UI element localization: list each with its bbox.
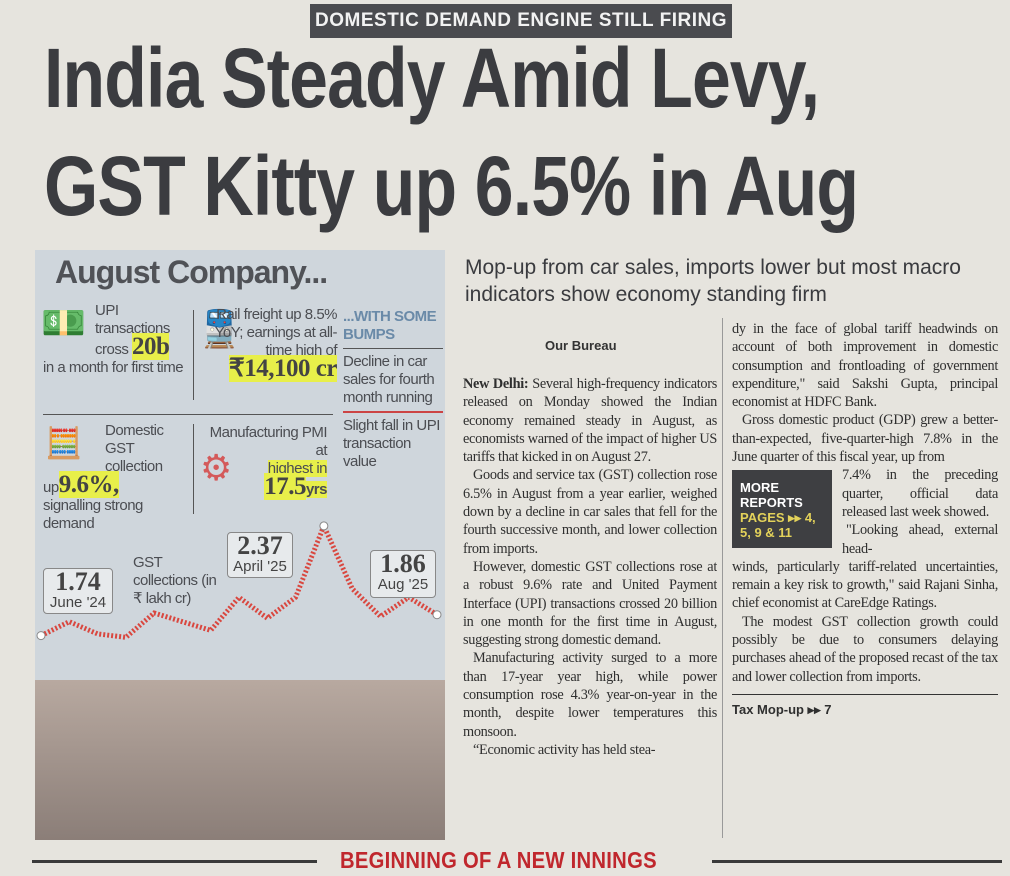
- more-reports-box: MORE REPORTS PAGES ▸▸ 4, 5, 9 & 11: [732, 470, 832, 549]
- bumps-title: ...WITH SOME BUMPS: [343, 308, 437, 343]
- train-icon: 🚆: [197, 308, 242, 349]
- rail-value: ₹14,100 cr: [228, 355, 338, 382]
- chart-title: GST collections (in ₹ lakh cr): [133, 554, 217, 607]
- headline-line-2: GST Kitty up 6.5% in Aug: [44, 139, 859, 233]
- divider: [193, 310, 194, 400]
- column-1: New Delhi: Several high-frequency indica…: [463, 375, 717, 759]
- divider: [43, 414, 333, 415]
- upi-value: 20b: [132, 333, 170, 360]
- label-aug-25: 1.86 Aug '25: [370, 550, 436, 598]
- deck: Mop-up from car sales, imports lower but…: [465, 256, 961, 306]
- infographic-title: August Company...: [55, 254, 328, 290]
- calculator-clock-photo: [35, 680, 445, 840]
- jump-link[interactable]: Tax Mop-up ▸▸ 7: [732, 693, 998, 719]
- data-point: [319, 521, 329, 531]
- paragraph: "Looking ahead, external head-: [842, 522, 998, 557]
- byline: Our Bureau: [545, 338, 617, 353]
- more-label: MORE: [740, 480, 779, 496]
- gst-series-line: [39, 519, 439, 640]
- reports-label: REPORTS: [740, 495, 803, 511]
- paragraph: Goods and service tax (GST) collection r…: [463, 467, 717, 557]
- divider: [193, 424, 194, 514]
- paragraph: Gross domestic product (GDP) grew a bett…: [732, 412, 998, 466]
- bumps-panel: ...WITH SOME BUMPS Decline in car sales f…: [343, 308, 443, 471]
- rule-left: [32, 860, 317, 863]
- pmi-stat: Manufacturing PMI at highest in 17.5yrs: [203, 424, 328, 500]
- cash-phone-icon: 💵: [41, 302, 86, 343]
- label-april-25: 2.37 April '25: [227, 532, 293, 578]
- paragraph: However, domestic GST collections rose a…: [463, 558, 717, 649]
- tax-calculator-icon: 🧮: [45, 427, 83, 460]
- pmi-unit: yrs: [305, 481, 328, 498]
- paragraph: 7.4% in the preceding quarter, official …: [842, 467, 998, 520]
- infographic: August Company... 💵 UPI transactions cro…: [35, 250, 445, 840]
- gst-post: signalling strong demand: [43, 497, 143, 532]
- gst-text: Domestic GST collection: [105, 422, 164, 475]
- label-period: April '25: [233, 558, 287, 575]
- label-period: Aug '25: [377, 576, 429, 593]
- rail-text: Rail freight up 8.5% YoY; earnings at al…: [214, 306, 338, 359]
- upi-stat: UPI transactions cross 20b in a month for…: [43, 302, 193, 377]
- bumps-item-2: Slight fall in UPI transaction value: [343, 411, 443, 471]
- paragraph: winds, particularly tariff-related uncer…: [732, 558, 998, 612]
- gst-line-chart: [36, 519, 442, 641]
- upi-text: UPI transactions cross: [95, 302, 170, 358]
- gst-up: up: [43, 479, 59, 496]
- gst-value: 9.6%,: [58, 471, 119, 498]
- paragraph: Several high-frequency indicators releas…: [463, 376, 717, 466]
- pmi-value: 17.5: [264, 473, 306, 500]
- data-point: [36, 631, 46, 641]
- dateline: New Delhi:: [463, 376, 529, 392]
- headline-line-1: India Steady Amid Levy,: [44, 31, 820, 125]
- gears-icon: ⚙: [200, 447, 233, 488]
- label-value: 1.74: [55, 567, 101, 596]
- upi-post: in a month for first time: [43, 359, 184, 376]
- bumps-item-1: Decline in car sales for fourth month ru…: [343, 348, 443, 407]
- footer-banner: BEGINNING OF A NEW INNINGS: [0, 845, 1010, 876]
- label-june-24: 1.74 June '24: [43, 568, 113, 614]
- label-value: 1.86: [380, 549, 426, 578]
- paragraph: Manufacturing activity surged to a more …: [463, 650, 717, 740]
- gst-stat: Domestic GST collection up9.6%, signalling…: [43, 422, 193, 533]
- paragraph: The modest GST collection growth could p…: [732, 613, 998, 685]
- data-point: [432, 610, 442, 620]
- paragraph: “Economic activity has held stea-: [473, 741, 656, 758]
- column-rule: [722, 318, 723, 838]
- rail-stat: Rail freight up 8.5% YoY; earnings at al…: [207, 306, 338, 382]
- pages-label: PAGES ▸▸ 4, 5, 9 & 11: [740, 510, 816, 541]
- footer-headline: BEGINNING OF A NEW INNINGS: [340, 847, 657, 873]
- pmi-highlight: highest in: [267, 460, 328, 477]
- label-period: June '24: [49, 594, 107, 611]
- rule-right: [712, 860, 1002, 863]
- pmi-text: Manufacturing PMI at: [209, 424, 328, 459]
- paragraph: dy in the face of global tariff headwind…: [732, 321, 998, 411]
- column-2: dy in the face of global tariff headwind…: [732, 320, 998, 719]
- kicker: DOMESTIC DEMAND ENGINE STILL FIRING: [310, 4, 732, 38]
- label-value: 2.37: [237, 531, 283, 560]
